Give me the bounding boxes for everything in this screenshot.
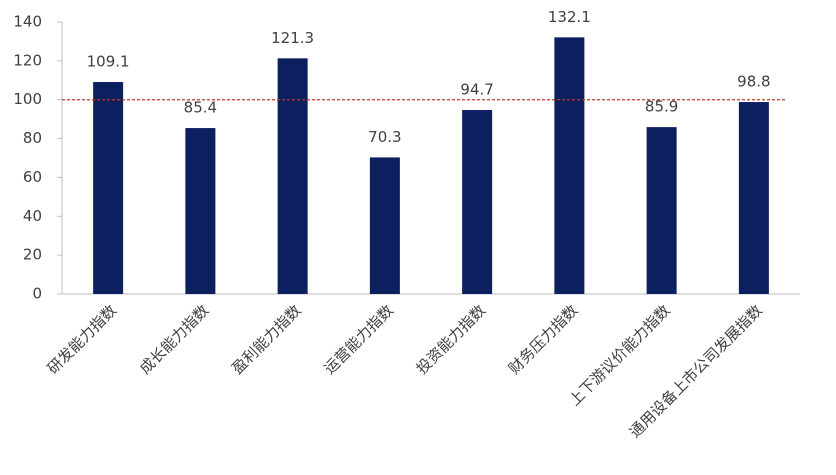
bar xyxy=(185,128,216,294)
bar xyxy=(93,82,124,294)
x-tick-label: 运营能力指数 xyxy=(321,301,397,377)
x-tick-label: 投资能力指数 xyxy=(413,301,489,377)
value-label: 85.9 xyxy=(645,98,678,116)
x-tick-label: 上下游议价能力指数 xyxy=(565,301,673,409)
value-label: 98.8 xyxy=(737,73,770,91)
y-tick-label: 100 xyxy=(13,90,42,108)
bar xyxy=(369,157,400,294)
y-tick-label: 20 xyxy=(23,246,42,264)
bar xyxy=(738,102,769,294)
bar xyxy=(646,127,677,294)
value-label: 132.1 xyxy=(548,8,591,26)
x-tick-label: 研发能力指数 xyxy=(44,301,120,377)
y-tick-label: 120 xyxy=(13,51,42,69)
x-tick-label: 成长能力指数 xyxy=(136,301,212,377)
y-tick-label: 0 xyxy=(32,285,42,303)
value-label: 85.4 xyxy=(184,99,217,117)
value-label: 70.3 xyxy=(368,128,401,146)
x-tick-label: 盈利能力指数 xyxy=(228,301,304,377)
y-tick-label: 140 xyxy=(13,13,42,31)
bar xyxy=(277,58,308,295)
y-tick-label: 80 xyxy=(23,129,42,147)
bar xyxy=(554,37,585,294)
value-label: 121.3 xyxy=(271,29,314,47)
y-tick-label: 60 xyxy=(23,168,42,186)
value-label: 109.1 xyxy=(87,53,130,71)
x-tick-label: 财务压力指数 xyxy=(505,301,581,377)
bar xyxy=(462,110,493,294)
value-label: 94.7 xyxy=(460,81,493,99)
y-tick-label: 40 xyxy=(23,207,42,225)
